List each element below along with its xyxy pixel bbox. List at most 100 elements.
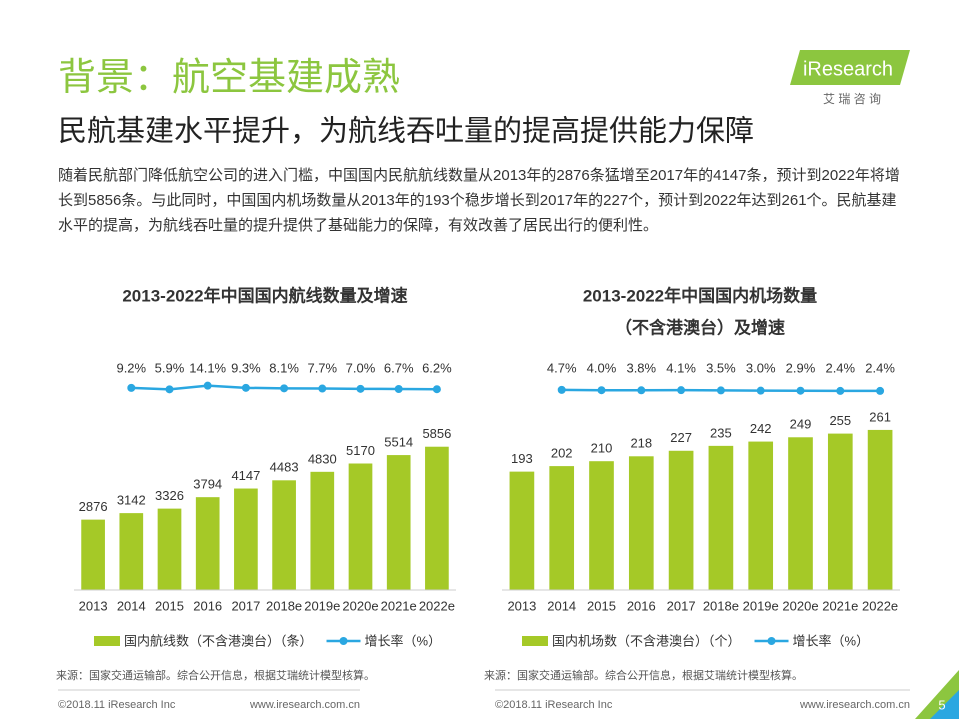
growth-point <box>394 384 403 393</box>
x-tick-label: 2017 <box>231 598 260 613</box>
slide-subtitle: 民航基建水平提升，为航线吞吐量的提高提供能力保障 <box>58 115 754 148</box>
legend-swatch <box>522 636 548 646</box>
bar <box>425 446 449 590</box>
x-tick-label: 2020e <box>782 598 818 613</box>
growth-point <box>716 386 725 395</box>
growth-point <box>677 386 686 395</box>
source: 来源：国家交通运输部。综合公开信息，根据艾瑞统计模型核算。 <box>484 668 803 682</box>
value-label: 218 <box>630 436 652 451</box>
bar <box>788 437 813 590</box>
bar <box>272 480 296 590</box>
x-tick-label: 2013 <box>507 598 536 613</box>
bar <box>310 471 335 590</box>
bar <box>549 466 575 590</box>
x-tick-label: 2015 <box>587 598 616 613</box>
legend-swatch <box>94 636 120 646</box>
growth-label: 9.3% <box>231 360 261 375</box>
growth-point <box>318 384 327 393</box>
value-label: 5514 <box>384 435 413 450</box>
bar <box>589 461 614 590</box>
growth-point <box>165 385 174 394</box>
legend-label: 国内机场数（不含港澳台）（个） <box>552 633 741 648</box>
growth-label: 4.1% <box>666 360 696 375</box>
value-label: 202 <box>551 446 573 461</box>
url: www.iresearch.com.cn <box>799 699 910 711</box>
corner <box>930 690 959 719</box>
value-label: 4830 <box>308 451 337 466</box>
x-tick-label: 2022e <box>862 598 898 613</box>
growth-label: 3.0% <box>746 360 776 375</box>
growth-point <box>796 386 805 395</box>
growth-label: 2.4% <box>865 360 895 375</box>
growth-point <box>127 383 136 392</box>
x-tick-label: 2018e <box>266 598 302 613</box>
growth-label: 4.0% <box>587 360 617 375</box>
growth-point <box>637 386 646 395</box>
bar <box>195 497 220 590</box>
value-label: 261 <box>869 409 891 424</box>
bar <box>708 445 734 590</box>
value-label: 255 <box>829 413 851 428</box>
bar <box>748 441 774 590</box>
logo-bg <box>790 50 910 85</box>
chart-title: 2013-2022年中国国内机场数量 <box>583 285 817 305</box>
legend-label: 国内航线数（不含港澳台）（条） <box>124 633 313 648</box>
page-number: 5 <box>938 697 945 712</box>
growth-label: 14.1% <box>189 360 226 375</box>
bar <box>157 508 182 590</box>
value-label: 235 <box>710 425 732 440</box>
bar <box>386 455 411 590</box>
legend-label: 增长率（%） <box>793 633 870 648</box>
growth-point <box>280 384 289 393</box>
chart-title: （不含港澳台）及增速 <box>615 317 785 337</box>
value-label: 3794 <box>193 477 222 492</box>
growth-point <box>241 383 250 392</box>
value-label: 3326 <box>155 488 184 503</box>
growth-label: 5.9% <box>155 360 185 375</box>
value-label: 5170 <box>346 443 375 458</box>
value-label: 249 <box>790 417 812 432</box>
source: 来源：国家交通运输部。综合公开信息，根据艾瑞统计模型核算。 <box>56 668 375 682</box>
value-label: 227 <box>670 430 692 445</box>
url: www.iresearch.com.cn <box>249 699 360 711</box>
growth-label: 6.2% <box>422 360 452 375</box>
x-tick-label: 2015 <box>155 598 184 613</box>
growth-label: 4.7% <box>547 360 577 375</box>
x-tick-label: 2021e <box>822 598 858 613</box>
legend-swatch <box>767 637 776 645</box>
growth-point <box>836 386 845 395</box>
bar <box>81 519 105 590</box>
growth-label: 3.5% <box>706 360 736 375</box>
growth-label: 6.7% <box>384 360 414 375</box>
x-tick-label: 2020e <box>342 598 378 613</box>
growth-point <box>756 386 765 395</box>
chart-title: 2013-2022年中国国内航线数量及增速 <box>122 285 407 305</box>
bar <box>668 450 694 590</box>
bar <box>119 513 144 590</box>
value-label: 242 <box>750 421 772 436</box>
slide-title: 背景：航空基建成熟 <box>58 57 400 99</box>
growth-label: 7.0% <box>346 360 376 375</box>
growth-point <box>432 385 441 394</box>
growth-label: 3.8% <box>626 360 656 375</box>
value-label: 2876 <box>79 499 108 514</box>
bar <box>867 429 893 590</box>
bar <box>234 488 258 590</box>
value-label: 210 <box>591 441 613 456</box>
bar <box>509 471 535 590</box>
bar <box>348 463 373 590</box>
value-label: 3142 <box>117 493 146 508</box>
growth-label: 9.2% <box>116 360 146 375</box>
growth-label: 2.9% <box>786 360 816 375</box>
paragraph: 随着民航部门降低航空公司的进入门槛，中国国内民航航线数量从2013年的2876条… <box>58 167 900 234</box>
logo-sub: 艾 瑞 咨 询 <box>823 91 881 106</box>
growth-label: 2.4% <box>825 360 855 375</box>
legend-label: 增长率（%） <box>365 633 442 648</box>
growth-point <box>356 384 365 393</box>
value-label: 193 <box>511 451 533 466</box>
value-label: 4147 <box>231 468 260 483</box>
growth-label: 7.7% <box>307 360 337 375</box>
copyright: ©2018.11 iResearch Inc <box>495 699 613 711</box>
